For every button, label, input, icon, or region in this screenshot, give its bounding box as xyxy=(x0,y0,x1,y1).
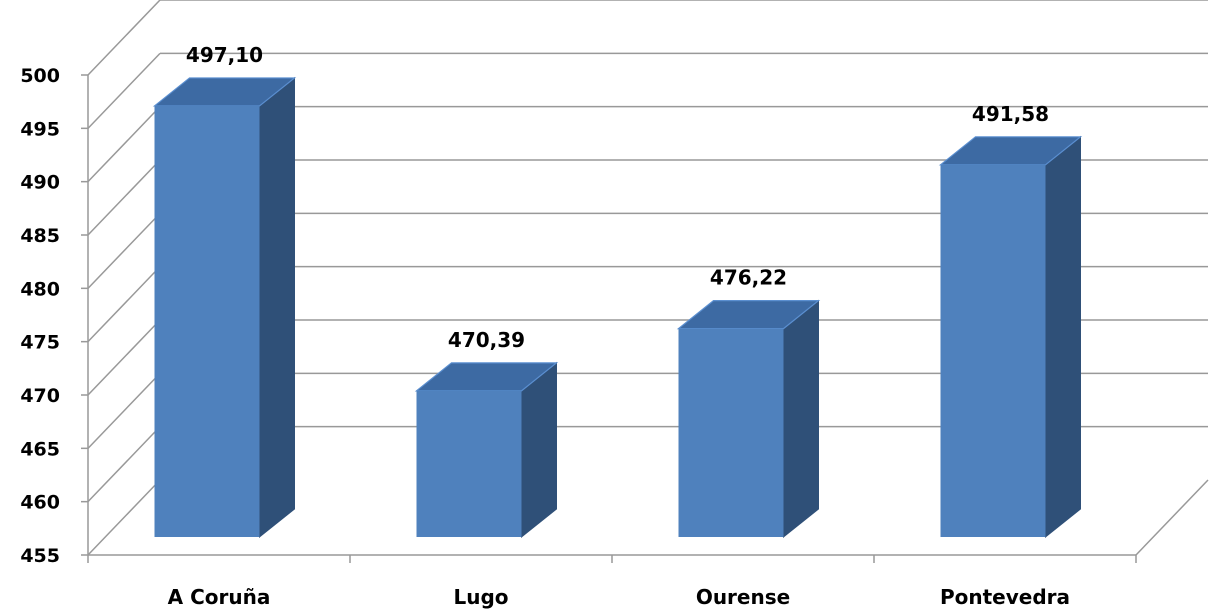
bar xyxy=(676,299,821,539)
y-tick-label: 485 xyxy=(20,225,60,247)
y-tick-label: 465 xyxy=(20,438,60,460)
y-tick-label: 470 xyxy=(20,385,60,407)
data-label: 476,22 xyxy=(710,266,787,290)
bar-series xyxy=(152,76,1083,539)
gridline-diagonal xyxy=(87,106,161,183)
bar-side-face xyxy=(521,361,557,539)
bar-side-face xyxy=(783,299,819,539)
data-label: 497,10 xyxy=(186,43,263,67)
bar xyxy=(414,361,559,539)
y-axis-tick-labels: 455 460 465 470 475 480 485 490 495 500 xyxy=(20,65,60,567)
y-tick-label: 500 xyxy=(20,65,60,87)
floor-right-edge xyxy=(1135,479,1209,556)
bar xyxy=(938,135,1083,539)
y-tick-label: 460 xyxy=(20,492,60,514)
y-tick-label: 490 xyxy=(20,172,60,194)
bar-side-face xyxy=(1045,135,1081,539)
bar-front-face xyxy=(940,164,1046,537)
category-label: Lugo xyxy=(453,585,508,609)
bar-side-face xyxy=(259,76,295,539)
category-label: Ourense xyxy=(696,585,790,609)
y-tick-label: 495 xyxy=(20,118,60,140)
data-label: 470,39 xyxy=(448,328,525,352)
bar-front-face xyxy=(154,105,260,537)
gridline-diagonal xyxy=(87,0,161,76)
gridline-diagonal xyxy=(87,212,161,289)
gridline-diagonal xyxy=(87,372,161,449)
gridline-diagonal xyxy=(87,479,161,556)
data-labels: 497,10 470,39 476,22 491,58 xyxy=(186,43,1049,352)
y-tick-label: 455 xyxy=(20,545,60,567)
bar-front-face xyxy=(416,390,522,537)
data-label: 491,58 xyxy=(972,102,1049,126)
gridline-diagonal xyxy=(87,159,161,236)
bar-front-face xyxy=(678,328,784,537)
gridline-diagonal xyxy=(87,52,161,129)
category-label: A Coruña xyxy=(168,585,271,609)
x-axis-category-labels: A Coruña Lugo Ourense Pontevedra xyxy=(168,585,1070,609)
gridline-diagonal xyxy=(87,319,161,396)
category-label: Pontevedra xyxy=(940,585,1070,609)
y-tick-label: 475 xyxy=(20,332,60,354)
gridline-diagonal xyxy=(87,266,161,343)
bar xyxy=(152,76,297,539)
gridline-diagonal xyxy=(87,426,161,503)
y-tick-label: 480 xyxy=(20,278,60,300)
